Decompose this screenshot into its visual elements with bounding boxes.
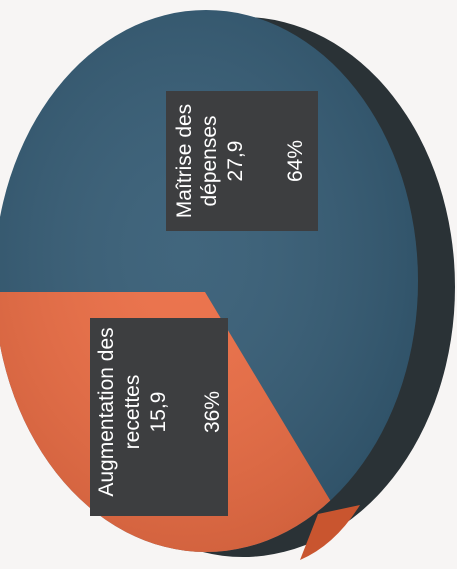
- pie-side-orange: [300, 505, 360, 560]
- label-box-maitrise: [166, 91, 318, 231]
- label-maitrise-value: 27,9: [224, 141, 247, 182]
- label-augmentation-value: 15,9: [147, 392, 170, 433]
- label-maitrise-percent: 64%: [284, 140, 307, 182]
- label-maitrise-line1: Maîtrise des: [173, 104, 196, 218]
- label-augmentation-line1: Augmentation des: [95, 327, 118, 496]
- label-augmentation-line2: recettes: [121, 375, 144, 450]
- label-box-augmentation: [90, 318, 228, 516]
- label-augmentation-percent: 36%: [201, 391, 224, 433]
- label-maitrise-line2: dépenses: [198, 115, 221, 206]
